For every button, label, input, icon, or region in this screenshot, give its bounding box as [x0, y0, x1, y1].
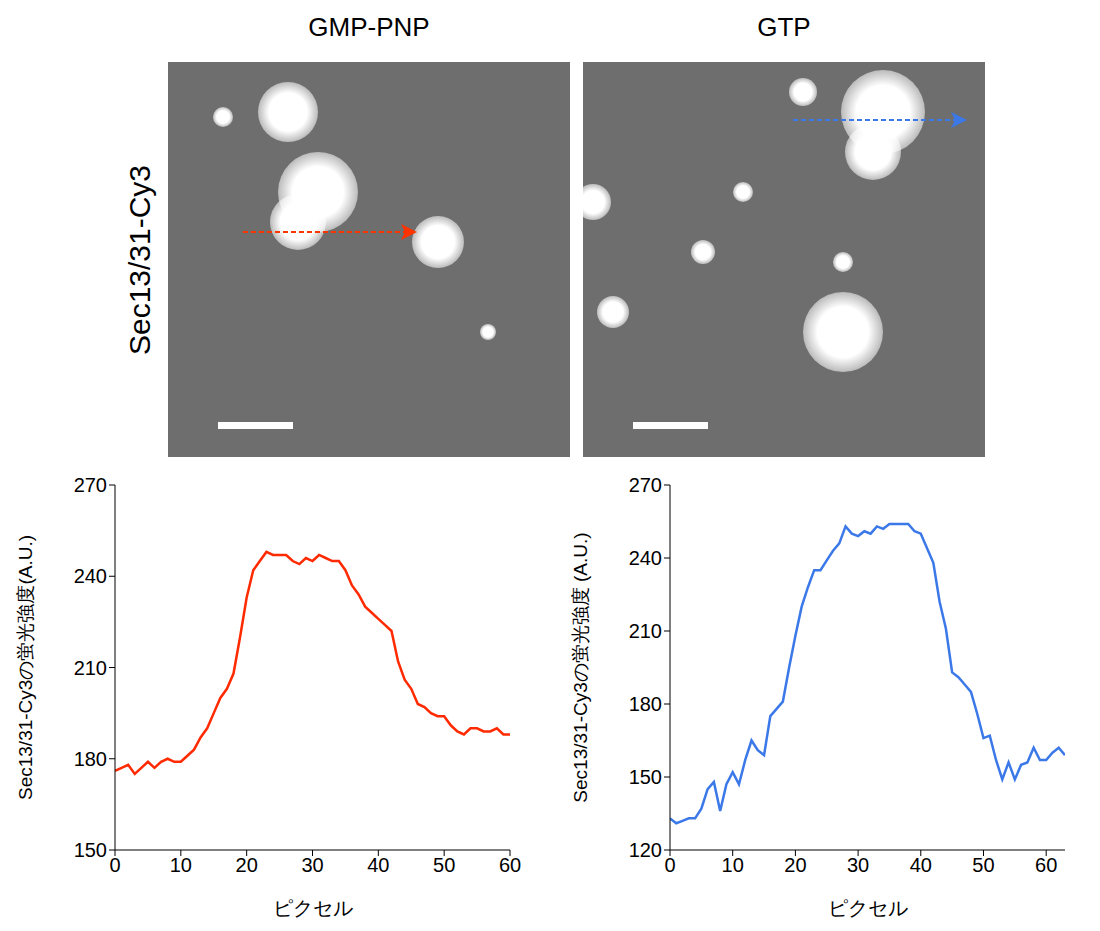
svg-text:210: 210 [74, 657, 107, 679]
svg-text:180: 180 [74, 748, 107, 770]
svg-text:270: 270 [74, 475, 107, 496]
svg-text:0: 0 [109, 854, 120, 876]
html-text:GTP: GTP [757, 12, 811, 42]
svg-text:30: 30 [847, 854, 869, 876]
svg-text:60: 60 [499, 854, 521, 876]
svg-text:50: 50 [972, 854, 994, 876]
svg-text:Sec13/31-Cy3の蛍光強度 (A.U.): Sec13/31-Cy3の蛍光強度 (A.U.) [570, 532, 591, 802]
svg-text:ピクセル: ピクセル [273, 897, 353, 919]
svg-text:180: 180 [629, 693, 662, 715]
svg-text:240: 240 [629, 547, 662, 569]
svg-text:150: 150 [74, 839, 107, 861]
svg-text:40: 40 [367, 854, 389, 876]
html-text:GMP-PNP: GMP-PNP [308, 12, 430, 42]
svg-text:10: 10 [722, 854, 744, 876]
svg-text:Sec13/31-Cy3の蛍光強度(A.U.): Sec13/31-Cy3の蛍光強度(A.U.) [15, 535, 36, 800]
svg-text:60: 60 [1035, 854, 1057, 876]
svg-text:150: 150 [629, 766, 662, 788]
svg-text:120: 120 [629, 839, 662, 861]
svg-text:0: 0 [664, 854, 675, 876]
svg-text:210: 210 [629, 620, 662, 642]
svg-text:30: 30 [301, 854, 323, 876]
svg-text:50: 50 [433, 854, 455, 876]
svg-text:20: 20 [784, 854, 806, 876]
svg-text:20: 20 [236, 854, 258, 876]
html-text:Sec13/31-Cy3: Sec13/31-Cy3 [123, 165, 156, 356]
svg-text:40: 40 [910, 854, 932, 876]
svg-text:10: 10 [170, 854, 192, 876]
svg-text:270: 270 [629, 475, 662, 496]
svg-text:ピクセル: ピクセル [828, 897, 908, 919]
svg-text:240: 240 [74, 565, 107, 587]
